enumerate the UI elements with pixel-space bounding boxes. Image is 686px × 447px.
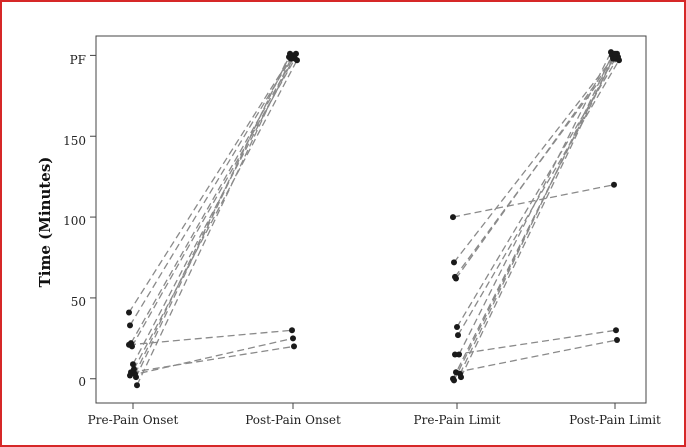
plot-area bbox=[95, 35, 647, 404]
paired-lines-layer bbox=[128, 51, 620, 386]
x-axis-categories: Pre-Pain Onset Post-Pain Onset Pre-Pain … bbox=[88, 403, 661, 427]
pain-onset-pair-line bbox=[128, 55, 293, 313]
pain-onset-post-point bbox=[291, 343, 297, 350]
x-category-label: Pre-Pain Limit bbox=[414, 413, 501, 427]
pain-onset-pair-line bbox=[135, 53, 291, 378]
pain-limit-pre-point bbox=[451, 377, 457, 384]
y-tick-label: 0 bbox=[78, 375, 86, 389]
pain-onset-post-point bbox=[293, 50, 299, 57]
y-tick-label: 150 bbox=[63, 134, 86, 148]
pain-onset-pre-point bbox=[126, 341, 132, 348]
y-tick-label: 100 bbox=[63, 214, 86, 228]
pain-onset-pair-line bbox=[129, 337, 294, 377]
pain-limit-pair-line bbox=[453, 53, 616, 381]
pain-limit-pair-line bbox=[455, 53, 618, 279]
pain-onset-pair-line bbox=[130, 345, 295, 373]
pain-onset-pair-line bbox=[129, 55, 294, 326]
pain-onset-pre-point bbox=[130, 361, 136, 368]
pain-onset-post-point bbox=[290, 335, 296, 342]
points-layer bbox=[126, 49, 622, 389]
pain-onset-post-point bbox=[287, 50, 293, 57]
pain-onset-pair-line bbox=[128, 329, 293, 346]
y-tick-label: PF bbox=[70, 53, 86, 67]
pain-limit-pair-line bbox=[460, 58, 614, 378]
pain-onset-post-point bbox=[289, 327, 295, 334]
pain-onset-pre-point bbox=[127, 322, 133, 329]
pain-limit-post-point bbox=[612, 50, 618, 57]
y-axis-label: Time (Minutes) bbox=[36, 157, 54, 288]
pain-limit-pre-point bbox=[451, 259, 457, 266]
pain-onset-pair-line bbox=[136, 58, 292, 386]
y-axis-ticks: 0 50 100 150 PF bbox=[63, 53, 96, 389]
pain-onset-pair-line bbox=[134, 56, 290, 375]
pain-onset-pre-point bbox=[134, 382, 140, 389]
pain-onset-pair-line bbox=[133, 59, 298, 370]
pain-limit-pair-line bbox=[457, 59, 620, 336]
pain-limit-pre-point bbox=[453, 275, 459, 282]
pain-limit-post-point bbox=[616, 57, 622, 64]
pain-limit-pair-line bbox=[452, 184, 615, 218]
pain-limit-pair-line bbox=[459, 55, 613, 375]
pain-limit-pre-point bbox=[450, 214, 456, 221]
x-category-label: Post-Pain Limit bbox=[569, 413, 661, 427]
pain-limit-pre-point bbox=[454, 324, 460, 331]
y-tick-label: 50 bbox=[71, 295, 86, 309]
pain-limit-pre-point bbox=[455, 332, 461, 339]
pain-onset-pre-point bbox=[126, 309, 132, 316]
pain-onset-post-point bbox=[294, 57, 300, 64]
x-category-label: Post-Pain Onset bbox=[245, 413, 341, 427]
pain-onset-pre-point bbox=[128, 369, 134, 376]
pain-limit-pre-point bbox=[458, 374, 464, 381]
pain-limit-post-point bbox=[614, 336, 620, 343]
x-category-label: Pre-Pain Onset bbox=[88, 413, 179, 427]
pain-limit-pair-line bbox=[454, 329, 617, 356]
pain-limit-pair-line bbox=[458, 51, 612, 355]
pain-onset-pre-point bbox=[133, 374, 139, 381]
pain-limit-pair-line bbox=[455, 339, 618, 373]
pain-onset-post-point bbox=[288, 55, 294, 62]
pain-limit-post-point bbox=[611, 181, 617, 188]
pain-limit-pre-point bbox=[452, 351, 458, 358]
pain-limit-pre-point bbox=[453, 369, 459, 376]
pain-limit-pair-line bbox=[456, 56, 619, 328]
pain-limit-post-point bbox=[613, 327, 619, 334]
